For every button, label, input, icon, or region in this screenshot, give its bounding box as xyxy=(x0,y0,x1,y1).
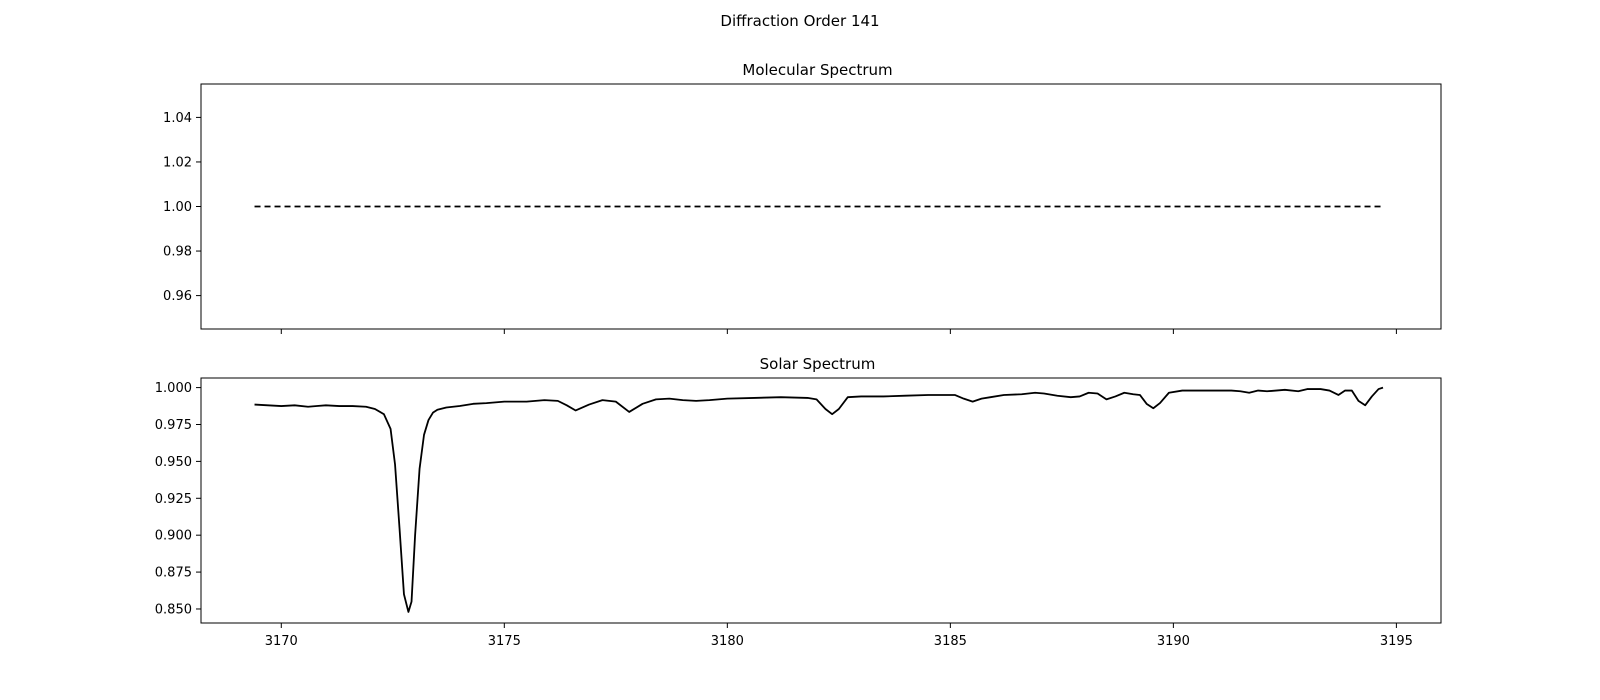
y-tick-label: 1.00 xyxy=(163,200,192,215)
y-tick-label: 0.975 xyxy=(155,418,192,433)
x-tick-label: 3185 xyxy=(934,634,967,649)
y-tick-label: 0.96 xyxy=(163,289,192,304)
figure-title: Diffraction Order 141 xyxy=(720,12,879,30)
y-tick-label: 0.875 xyxy=(155,566,192,581)
molecular-spectrum-panel: Molecular Spectrum 0.96 0.98 1.00 1.02 1.04 xyxy=(163,61,1442,334)
solar-plot-frame xyxy=(200,377,1442,624)
y-tick-label: 1.000 xyxy=(155,381,192,396)
molecular-spectrum-title: Molecular Spectrum xyxy=(742,61,892,79)
y-tick-label: 1.04 xyxy=(163,111,192,126)
y-tick-label: 0.98 xyxy=(163,245,192,260)
y-tick-label: 0.925 xyxy=(155,492,192,507)
x-tick-label: 3195 xyxy=(1380,634,1413,649)
series-line xyxy=(254,386,1384,613)
solar-spectrum-title: Solar Spectrum xyxy=(760,355,876,373)
y-tick-label: 0.900 xyxy=(155,529,192,544)
y-tick-label: 1.02 xyxy=(163,155,192,170)
x-tick-label: 3170 xyxy=(265,634,298,649)
y-tick-label: 0.950 xyxy=(155,455,192,470)
y-tick-label: 0.850 xyxy=(155,602,192,617)
molecular-plot-frame xyxy=(200,83,1442,330)
x-tick-label: 3180 xyxy=(711,634,744,649)
x-tick-label: 3175 xyxy=(488,634,521,649)
x-tick-label: 3190 xyxy=(1157,634,1190,649)
solar-spectrum-panel: Solar Spectrum 3170 3175 3180 3185 3190 3195 0… xyxy=(155,355,1442,649)
